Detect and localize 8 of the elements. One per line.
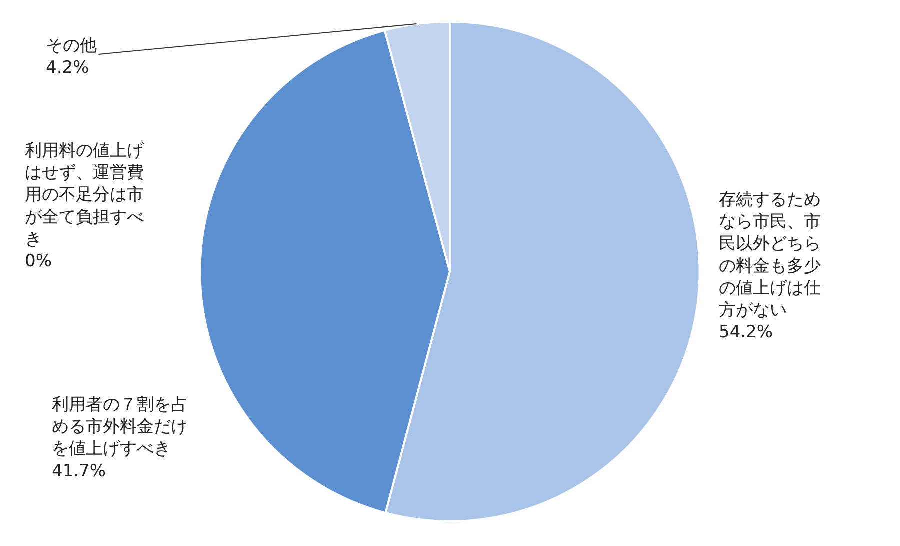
data-label: 4.2% bbox=[46, 58, 90, 78]
data-label: 54.2% bbox=[719, 322, 774, 343]
slice-label: 存続するためなら市民、市民以外どちらの料金も多少の値上げは仕方がない bbox=[719, 190, 821, 320]
data-label: 41.7% bbox=[52, 461, 106, 482]
slice-label: その他 bbox=[46, 36, 97, 56]
slice-label: 利用者の７割を占める市外料金だけを値上げすべき bbox=[52, 395, 188, 460]
category-label: 利用料の値上げはせず、運営費用の不足分は市が全て負担すべき bbox=[25, 141, 144, 250]
text: 0% bbox=[25, 252, 52, 272]
